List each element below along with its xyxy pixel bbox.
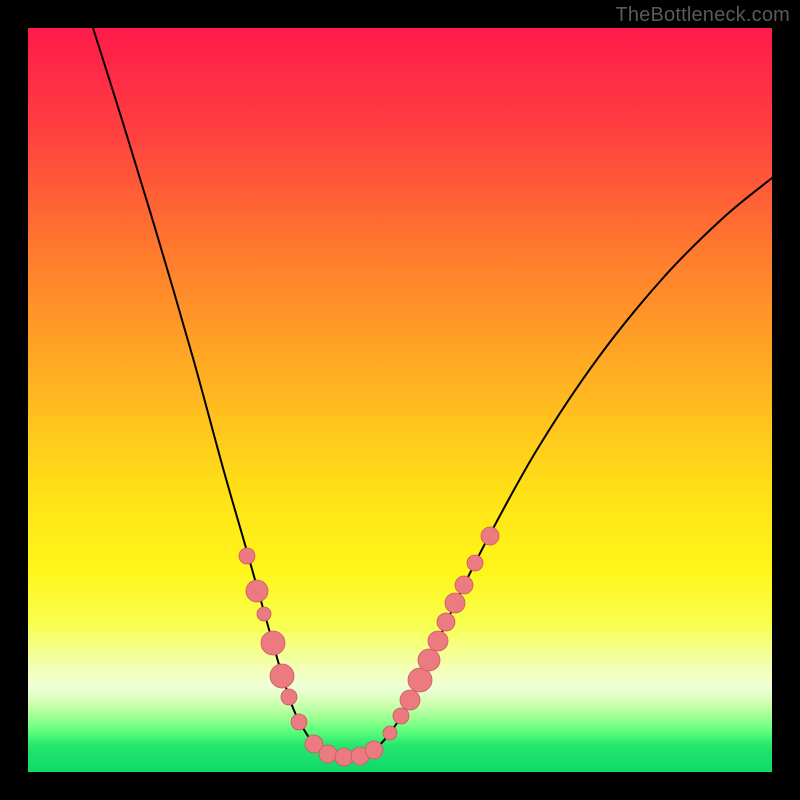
data-point (418, 649, 440, 671)
bottleneck-v-curve (28, 28, 772, 772)
data-point (445, 593, 465, 613)
data-point (365, 741, 383, 759)
plot-area (28, 28, 772, 772)
data-point (467, 555, 483, 571)
data-point (239, 548, 255, 564)
data-point (335, 748, 353, 766)
data-point (481, 527, 499, 545)
data-point (455, 576, 473, 594)
figure-container: TheBottleneck.com (0, 0, 800, 800)
data-point (319, 745, 337, 763)
data-point (257, 607, 271, 621)
data-point (246, 580, 268, 602)
data-point (291, 714, 307, 730)
data-point (437, 613, 455, 631)
data-point (281, 689, 297, 705)
data-point-markers (239, 527, 499, 766)
watermark-text: TheBottleneck.com (615, 4, 790, 27)
data-point (270, 664, 294, 688)
data-point (408, 668, 432, 692)
data-point (383, 726, 397, 740)
data-point (393, 708, 409, 724)
data-point (428, 631, 448, 651)
data-point (261, 631, 285, 655)
data-point (400, 690, 420, 710)
